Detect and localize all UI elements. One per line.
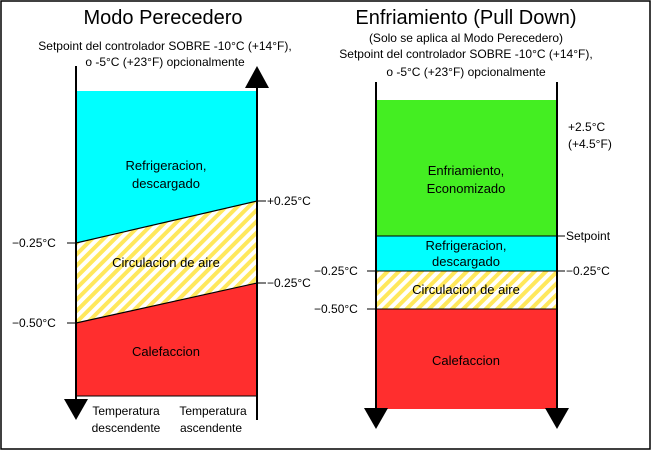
right-pull-label-line2: Economizado <box>427 181 506 196</box>
right-tick-minus025-right: −0.25°C <box>566 264 610 278</box>
left-arrow-down-icon <box>64 399 88 420</box>
right-title: Enfriamiento (Pull Down) <box>355 7 576 29</box>
left-heating-label: Calefaccion <box>132 344 200 359</box>
right-subtitle-line2: o -5°C (+23°F) opcionalmente <box>386 65 546 79</box>
right-tick-minus025-left: −0.25°C <box>314 264 358 278</box>
left-subtitle-line2: o -5°C (+23°F) opcionalmente <box>85 55 245 69</box>
left-tick-plus025: +0.25°C <box>267 194 311 208</box>
left-refrig-label-line2: descargado <box>132 176 200 191</box>
right-pull-label-line1: Enfriamiento, <box>428 163 505 178</box>
right-arrow-down-left-icon <box>364 408 388 429</box>
left-tick-minus050: −0.50°C <box>12 316 56 330</box>
right-refrig-label-line2: descargado <box>432 254 500 269</box>
left-tick-minus025-left: −0.25°C <box>12 236 56 250</box>
left-arrow-up-caption-line2: ascendente <box>180 421 242 435</box>
left-title: Modo Perecedero <box>84 7 243 29</box>
right-zone-heating <box>376 309 557 409</box>
left-arrow-up-icon <box>245 66 269 88</box>
right-refrig-label-line1: Refrigeracion, <box>426 238 507 253</box>
left-arrow-down-caption-line1: Temperatura <box>92 404 160 418</box>
left-refrig-label-line1: Refrigeracion, <box>126 158 207 173</box>
right-tick-top-line2: (+4.5°F) <box>568 137 612 151</box>
right-zone-air-circulation <box>376 271 557 309</box>
right-zone-refrigeration <box>376 236 557 271</box>
right-zone-pull-down <box>376 100 557 236</box>
right-tick-minus050: −0.50°C <box>314 302 358 316</box>
left-boundary-lower <box>75 282 258 324</box>
right-circulation-label: Circulacion de aire <box>412 282 520 297</box>
right-panel: Enfriamiento (Pull Down) (Solo se aplica… <box>314 7 612 429</box>
left-zone-heating <box>76 283 257 396</box>
right-arrow-down-right-icon <box>545 408 569 429</box>
right-tick-top-line1: +2.5°C <box>568 120 605 134</box>
left-arrow-down-caption-line2: descendente <box>92 421 161 435</box>
right-heating-label: Calefaccion <box>432 353 500 368</box>
left-circulation-label: Circulacion de aire <box>112 255 220 270</box>
left-boundary-upper <box>75 200 258 244</box>
left-panel: Modo Perecedero Setpoint del controlador… <box>12 7 311 435</box>
left-tick-minus025-right: −0.25°C <box>267 276 311 290</box>
right-subtitle-line0: (Solo se aplica al Modo Perecedero) <box>369 31 563 45</box>
left-subtitle-line1: Setpoint del controlador SOBRE -10°C (+1… <box>38 39 291 53</box>
left-zone-refrigeration <box>76 91 257 243</box>
left-arrow-up-caption-line1: Temperatura <box>179 404 247 418</box>
right-subtitle-line1: Setpoint del controlador SOBRE -10°C (+1… <box>339 47 592 61</box>
right-tick-setpoint: Setpoint <box>566 229 611 243</box>
